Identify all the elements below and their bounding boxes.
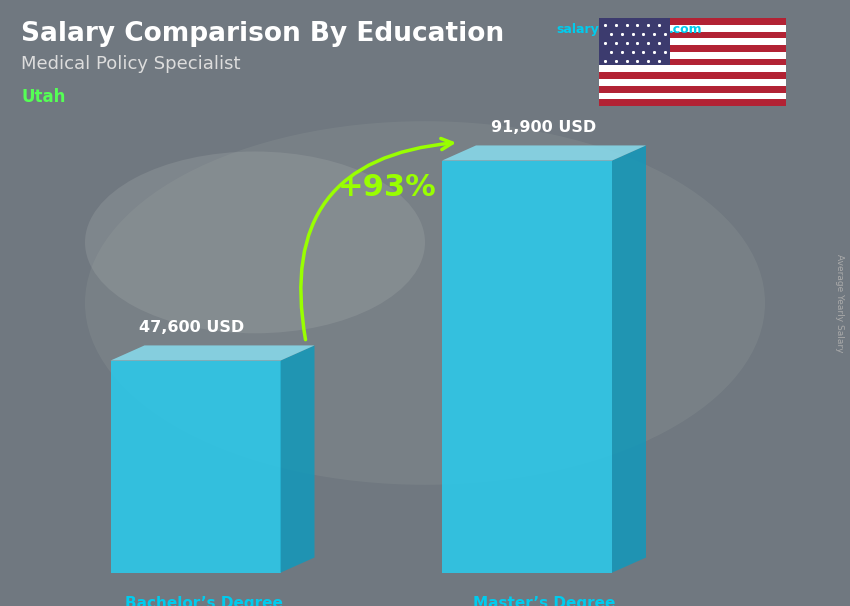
Bar (599, 18, 671, 65)
Polygon shape (110, 361, 280, 573)
Bar (599, 86, 786, 93)
Bar (599, 18, 786, 25)
Text: Salary Comparison By Education: Salary Comparison By Education (21, 21, 504, 47)
Text: +93%: +93% (337, 173, 436, 202)
Bar (599, 99, 786, 106)
Ellipse shape (85, 121, 765, 485)
Bar (599, 45, 786, 52)
Text: salary: salary (557, 23, 599, 36)
Text: Average Yearly Salary: Average Yearly Salary (836, 254, 844, 352)
Polygon shape (442, 161, 612, 573)
Bar (599, 32, 786, 38)
Ellipse shape (85, 152, 425, 333)
Text: 91,900 USD: 91,900 USD (491, 119, 597, 135)
Text: Bachelor’s Degree: Bachelor’s Degree (125, 596, 283, 606)
Bar (599, 18, 786, 106)
Bar (599, 72, 786, 79)
Text: explorer: explorer (607, 23, 659, 36)
Polygon shape (612, 145, 646, 573)
Text: 47,600 USD: 47,600 USD (139, 319, 244, 335)
Text: Medical Policy Specialist: Medical Policy Specialist (21, 55, 241, 73)
Polygon shape (110, 345, 314, 361)
Polygon shape (442, 145, 646, 161)
Text: .com: .com (669, 23, 703, 36)
Text: Master’s Degree: Master’s Degree (473, 596, 615, 606)
Polygon shape (280, 345, 314, 573)
Bar (599, 59, 786, 65)
Text: Utah: Utah (21, 88, 65, 106)
